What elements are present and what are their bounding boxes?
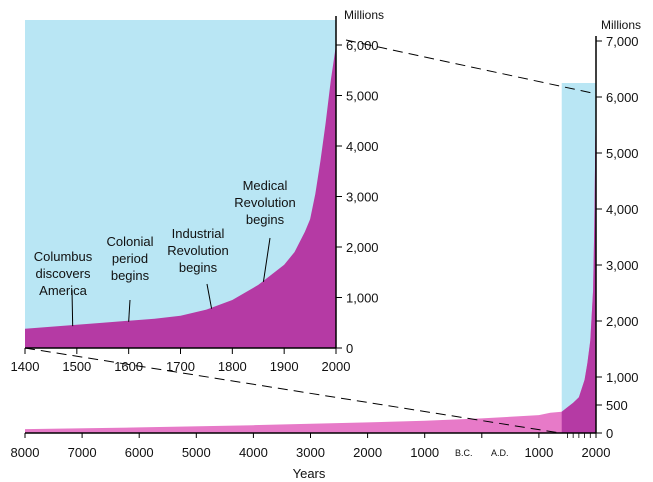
main-y-unit-label: Millions bbox=[601, 18, 641, 32]
annotation: Industrial Revolution begins bbox=[167, 226, 229, 309]
inset-x-tick-label: 1800 bbox=[218, 359, 247, 374]
main-x-tick-label: 1000 bbox=[410, 445, 439, 460]
inset-population-area bbox=[25, 45, 336, 348]
inset-y-tick-label: 6,000 bbox=[346, 38, 379, 53]
inset-x-tick-label: 1700 bbox=[166, 359, 195, 374]
inset-x-tick-label: 1400 bbox=[11, 359, 40, 374]
main-x-tick-label: 7000 bbox=[68, 445, 97, 460]
main-x-tick-label: 5000 bbox=[182, 445, 211, 460]
inset-y-tick-label: 1,000 bbox=[346, 291, 379, 306]
main-y-tick-label: 1,000 bbox=[606, 370, 639, 385]
zoom-guide-top bbox=[345, 39, 593, 94]
inset-y-tick-label: 3,000 bbox=[346, 190, 379, 205]
annotation-line: Revolution bbox=[167, 243, 228, 258]
inset-y-tick-label: 5,000 bbox=[346, 89, 379, 104]
main-x-tick-label: 1000 bbox=[524, 445, 553, 460]
annotation-line: America bbox=[39, 283, 87, 298]
annotation: Columbus discovers America bbox=[34, 249, 93, 327]
era-label: B.C. bbox=[455, 448, 473, 458]
main-x-tick-label: 2000 bbox=[353, 445, 382, 460]
inset-x-tick-label: 1500 bbox=[62, 359, 91, 374]
annotation-line: Revolution bbox=[234, 195, 295, 210]
main-y-tick-label: 3,000 bbox=[606, 258, 639, 273]
annotation-line: Colonial bbox=[107, 234, 154, 249]
main-x-tick-label: 6000 bbox=[125, 445, 154, 460]
main-population-area-recent bbox=[561, 97, 596, 433]
inset-x-tick-label: 2000 bbox=[322, 359, 351, 374]
annotation-line: discovers bbox=[36, 266, 91, 281]
annotation-leader-line bbox=[262, 237, 271, 282]
annotation-leader-line bbox=[128, 299, 131, 322]
annotation-line: Columbus bbox=[34, 249, 93, 264]
annotation-line: begins bbox=[179, 260, 218, 275]
inset-y-tick-label: 0 bbox=[346, 341, 353, 356]
main-y-tick-label: 500 bbox=[606, 398, 628, 413]
era-label: A.D. bbox=[491, 448, 509, 458]
annotation-line: begins bbox=[111, 268, 150, 283]
annotation-leader-line bbox=[206, 283, 213, 309]
annotation-line: Medical bbox=[243, 178, 288, 193]
inset-y-tick-label: 2,000 bbox=[346, 240, 379, 255]
main-y-tick-label: 7,000 bbox=[606, 34, 639, 49]
annotation-line: Industrial bbox=[172, 226, 225, 241]
annotation-line: period bbox=[112, 251, 148, 266]
inset-y-unit-label: Millions bbox=[344, 8, 384, 22]
annotation-leader-line bbox=[71, 289, 74, 327]
inset-y-tick-label: 4,000 bbox=[346, 139, 379, 154]
main-y-tick-label: 4,000 bbox=[606, 202, 639, 217]
main-y-tick-label: 6,000 bbox=[606, 90, 639, 105]
main-x-tick-label: 8000 bbox=[11, 445, 40, 460]
inset-x-tick-label: 1600 bbox=[114, 359, 143, 374]
main-y-tick-label: 0 bbox=[606, 426, 613, 441]
main-x-tick-label: 2000 bbox=[582, 445, 611, 460]
main-y-tick-label: 5,000 bbox=[606, 146, 639, 161]
zoom-guide-bottom bbox=[24, 347, 561, 434]
annotation: Medical Revolution begins bbox=[234, 178, 296, 282]
inset-x-tick-label: 1900 bbox=[270, 359, 299, 374]
annotation: Colonial period begins bbox=[107, 234, 154, 322]
main-x-tick-label: 3000 bbox=[296, 445, 325, 460]
main-y-tick-label: 2,000 bbox=[606, 314, 639, 329]
annotation-line: begins bbox=[246, 212, 285, 227]
main-x-axis-title: Years bbox=[293, 466, 326, 481]
main-x-tick-label: 4000 bbox=[239, 445, 268, 460]
